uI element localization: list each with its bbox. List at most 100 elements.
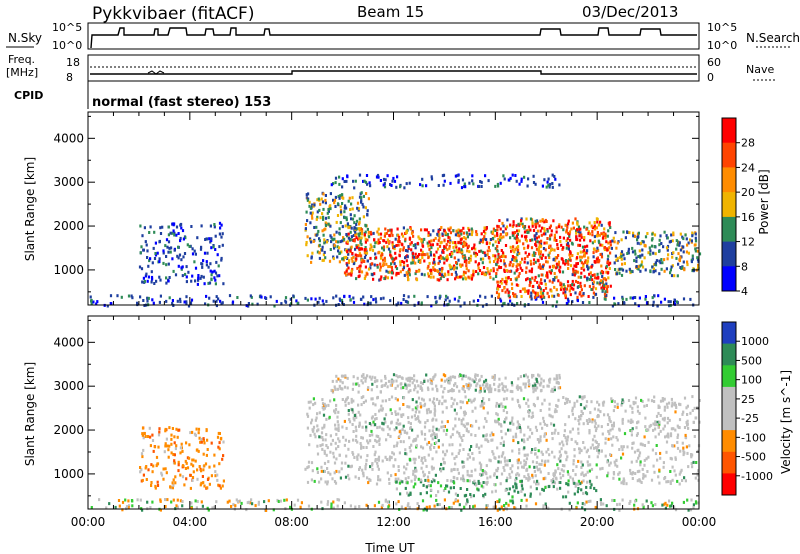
power-cell <box>383 256 386 260</box>
velocity-cell <box>534 474 537 478</box>
power-cell <box>341 202 344 205</box>
power-cell <box>405 259 408 263</box>
velocity-cell <box>554 428 557 432</box>
velocity-cell <box>332 500 335 504</box>
velocity-cell <box>411 377 414 381</box>
velocity-cell <box>444 487 447 490</box>
power-cell <box>179 239 182 243</box>
power-cell <box>90 301 93 305</box>
power-cell <box>577 285 580 288</box>
power-cell <box>569 238 572 242</box>
velocity-cell <box>330 502 333 506</box>
velocity-cell <box>388 477 391 481</box>
power-cell <box>637 255 640 258</box>
power-cell <box>330 183 333 187</box>
power-cell <box>483 235 486 239</box>
velocity-cell <box>331 477 334 481</box>
power-cell <box>479 238 482 242</box>
power-cell <box>446 254 449 258</box>
velocity-cell <box>528 465 531 469</box>
power-cell <box>420 239 423 243</box>
velocity-cell <box>583 406 586 410</box>
power-cell <box>696 256 699 260</box>
velocity-cell <box>448 381 451 385</box>
power-cell <box>569 258 572 262</box>
velocity-cell <box>442 457 445 461</box>
power-cell <box>638 249 641 253</box>
power-cell <box>290 302 293 306</box>
power-cell <box>458 247 461 251</box>
power-cell <box>432 267 435 271</box>
power-cell <box>661 261 664 265</box>
power-cell <box>313 226 316 229</box>
velocity-cell <box>484 438 487 442</box>
velocity-cell <box>599 498 602 502</box>
velocity-cell <box>500 454 503 458</box>
power-cell <box>689 297 692 301</box>
power-cell <box>576 270 580 274</box>
power-cell <box>555 266 558 270</box>
velocity-ylabel: Slant Range [km] <box>23 362 37 466</box>
power-cell <box>666 257 669 261</box>
velocity-cell <box>491 438 494 442</box>
velocity-cell <box>609 461 612 465</box>
velocity-cell <box>539 435 542 439</box>
velocity-cell <box>348 418 351 421</box>
velocity-cell <box>510 419 514 423</box>
velocity-cell <box>475 445 478 448</box>
power-cell <box>571 300 574 303</box>
velocity-cell <box>568 508 571 512</box>
power-cell <box>463 301 466 305</box>
velocity-cell <box>697 469 700 473</box>
velocity-cell <box>647 440 650 444</box>
velocity-cell <box>402 424 405 428</box>
velocity-cell <box>355 434 358 438</box>
velocity-cell <box>608 416 611 419</box>
velocity-cell <box>431 387 434 391</box>
power-cell <box>371 248 375 252</box>
velocity-cell <box>254 504 257 508</box>
power-cell <box>620 252 623 256</box>
power-cell <box>510 282 514 286</box>
velocity-cell <box>373 453 376 457</box>
velocity-cell <box>567 483 570 487</box>
power-cell <box>599 271 602 275</box>
velocity-cell <box>430 488 433 492</box>
power-cell <box>347 199 350 203</box>
velocity-cell <box>669 480 672 484</box>
power-cell <box>379 256 383 260</box>
velocity-cell <box>444 374 447 378</box>
velocity-cell <box>431 467 434 471</box>
power-cell <box>440 226 443 229</box>
power-cell <box>310 255 313 259</box>
velocity-cell <box>385 438 388 442</box>
power-cell <box>552 264 555 268</box>
velocity-cell <box>170 437 173 441</box>
power-cell <box>511 224 514 228</box>
power-cell <box>382 248 385 252</box>
power-cell <box>395 271 398 275</box>
power-cell <box>657 294 660 298</box>
power-cell <box>505 269 508 272</box>
power-cell <box>689 238 692 242</box>
velocity-cell <box>462 423 465 427</box>
velocity-cell <box>361 436 364 440</box>
velocity-cell <box>427 441 431 444</box>
velocity-cell <box>483 389 486 393</box>
power-cell <box>588 232 591 236</box>
velocity-cell <box>520 482 523 486</box>
power-cell <box>336 245 339 249</box>
velocity-cell <box>172 498 175 502</box>
velocity-cell <box>579 482 582 486</box>
power-cell <box>390 276 393 280</box>
power-cell <box>512 245 515 249</box>
power-cell <box>548 265 551 269</box>
power-cell <box>144 240 147 244</box>
power-cell <box>429 275 432 279</box>
power-cell <box>317 229 320 233</box>
velocity-cell <box>563 434 566 437</box>
velocity-cell <box>170 451 173 455</box>
power-cell <box>495 263 498 267</box>
power-cell <box>462 277 465 281</box>
velocity-cell <box>452 427 455 431</box>
